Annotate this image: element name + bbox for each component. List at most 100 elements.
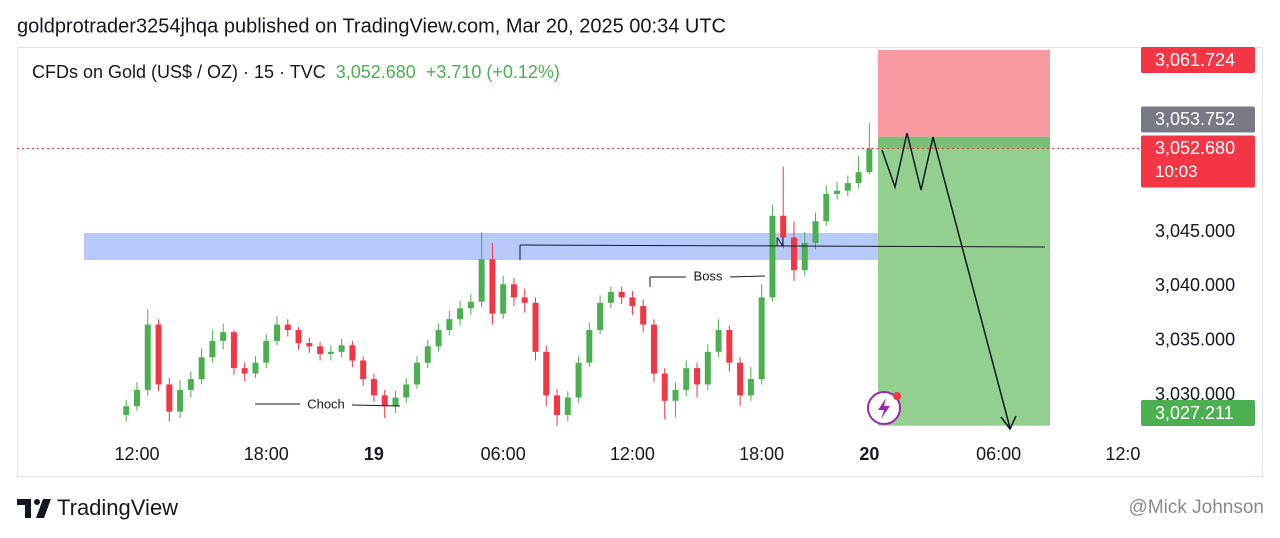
candle-body <box>414 362 421 385</box>
candle-body <box>338 345 345 352</box>
candle-body <box>187 379 194 390</box>
candle-body <box>209 340 216 358</box>
logo-mark <box>36 499 51 518</box>
candle-body <box>532 302 539 352</box>
candle-body <box>844 183 851 191</box>
price-change: +3.710 (+0.12%) <box>426 62 560 82</box>
last-price: 3,052.680 <box>336 62 416 82</box>
plot-area <box>17 50 1140 426</box>
candle-body <box>478 259 485 302</box>
boss-line <box>729 275 766 278</box>
candle-body <box>726 330 733 363</box>
x-tick-label: 20 <box>859 444 879 464</box>
candle-body <box>855 172 862 184</box>
candle-body <box>823 193 830 222</box>
last-price-label: 3,052.680 <box>1155 138 1235 158</box>
candle-body <box>597 302 604 331</box>
candle-body <box>661 373 668 401</box>
price-label: 3,061.724 <box>1155 50 1235 70</box>
candle-body <box>306 343 313 347</box>
y-tick-label: 3,035.000 <box>1155 330 1235 350</box>
last-price-box <box>1141 135 1255 188</box>
candle-body <box>220 332 227 341</box>
candle-body <box>317 346 324 354</box>
candle-body <box>834 190 841 194</box>
overlay: N Choch Boss <box>255 132 1046 431</box>
candle-body <box>360 360 367 380</box>
candle-body <box>134 389 140 407</box>
candle-body <box>650 324 657 374</box>
candle-body <box>295 330 302 344</box>
candle-body <box>177 389 184 412</box>
candle-body <box>381 395 388 407</box>
candle-body <box>327 351 334 354</box>
candle-body <box>618 291 625 298</box>
target-zone <box>878 136 1050 426</box>
time-axis: 12:00 18:00 19 06:00 12:00 18:00 20 06:00 12:00 <box>114 444 1150 464</box>
candle-body <box>349 345 356 361</box>
x-tick-label: 18:00 <box>739 444 784 464</box>
publisher-line: goldprotrader3254jhqa published on Tradi… <box>17 15 726 37</box>
stop-zone <box>878 50 1050 137</box>
candle-body <box>274 324 281 341</box>
y-tick-label: 3,045.000 <box>1155 221 1235 241</box>
candle-body <box>790 237 797 271</box>
price-label-box <box>1141 106 1255 133</box>
candle-body <box>252 362 259 374</box>
price-axis: 3,030.000 3,035.000 3,040.000 3,045.000 3,06… <box>1141 47 1255 426</box>
candle-body <box>500 284 507 314</box>
candle-body <box>370 379 377 396</box>
candle-body <box>586 330 593 363</box>
y-tick-label: 3,030.000 <box>1155 384 1235 404</box>
candle-body <box>704 351 711 385</box>
projection-path <box>881 132 1011 429</box>
candle-body <box>166 384 173 412</box>
candle-body <box>403 384 410 398</box>
price-label: 3,053.752 <box>1155 109 1235 129</box>
footer-logo: TradingView <box>17 495 178 520</box>
candle-body <box>435 330 442 347</box>
candle-body <box>230 332 237 369</box>
candle-body <box>554 395 561 415</box>
panel-frame <box>17 47 1263 477</box>
x-tick-label: 12:00 <box>610 444 655 464</box>
candle-body <box>392 397 399 407</box>
open-pnl-zone <box>878 136 1050 149</box>
candle-body <box>801 242 808 271</box>
annotation-choch: Choch <box>307 396 345 411</box>
candle-body <box>123 406 130 415</box>
candle-body <box>521 297 528 303</box>
candle-body <box>629 297 636 307</box>
candle-body <box>607 291 614 303</box>
candle-body <box>780 215 787 238</box>
price-label-box <box>1141 47 1255 73</box>
alert-dot <box>893 392 901 400</box>
candle-body <box>812 221 819 243</box>
candle-body <box>575 362 582 398</box>
symbol-header: CFDs on Gold (US$ / OZ) · 15 · TVC 3,052… <box>32 62 560 82</box>
candle-body <box>424 346 431 363</box>
x-tick-label: 12:00 <box>114 444 159 464</box>
candle-body <box>446 319 453 331</box>
x-tick-label: 06:00 <box>481 444 526 464</box>
candle-body <box>510 284 517 298</box>
x-tick-label: 12:00 <box>1105 444 1150 464</box>
watermark: @Mick Johnson <box>1129 497 1264 518</box>
candle-body <box>144 324 151 390</box>
x-tick-label: 18:00 <box>244 444 289 464</box>
choch-line <box>351 404 401 407</box>
candle-body <box>672 389 679 401</box>
candle-body <box>198 357 205 380</box>
projection-arrowhead <box>1000 415 1017 431</box>
brand: TradingView <box>57 495 178 520</box>
candle-body <box>457 308 464 320</box>
price-label: 3,027.211 <box>1155 403 1234 423</box>
candle-body <box>543 351 550 396</box>
candle-body <box>694 368 701 385</box>
candle-body <box>467 301 474 309</box>
symbol: CFDs on Gold (US$ / OZ) · 15 · TVC <box>32 62 326 82</box>
candle-body <box>155 324 162 385</box>
x-tick-label: 19 <box>364 444 384 464</box>
